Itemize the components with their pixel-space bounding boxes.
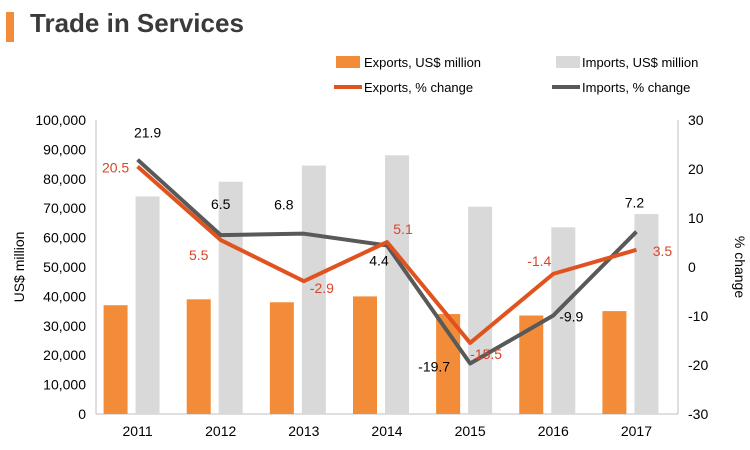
- x-tick-label: 2015: [455, 423, 486, 439]
- imports-change-label: -9.9: [559, 309, 583, 325]
- y2-tick-label: 30: [688, 112, 704, 128]
- y-tick-label: 70,000: [43, 200, 86, 216]
- imports-bar: [218, 181, 243, 414]
- exports-bar: [353, 296, 377, 414]
- imports-change-label: 4.4: [369, 252, 389, 268]
- exports-change-label: 20.5: [102, 160, 129, 176]
- page-title: Trade in Services: [30, 8, 244, 38]
- exports-change-line: [136, 165, 637, 345]
- y-tick-label: 40,000: [43, 288, 86, 304]
- legend-imports-line-label: Imports, % change: [582, 80, 690, 95]
- imports-change-label: 21.9: [134, 125, 161, 141]
- y-tick-label: 20,000: [43, 347, 86, 363]
- imports-bar: [385, 155, 409, 414]
- y2-tick-label: 20: [688, 161, 704, 177]
- y2-tick-label: -30: [688, 406, 708, 422]
- y-tick-label: 90,000: [43, 141, 86, 157]
- y-tick-label: 50,000: [43, 259, 86, 275]
- exports-bar: [269, 302, 294, 414]
- x-tick-label: 2012: [205, 423, 236, 439]
- exports-change-label: 5.1: [393, 221, 413, 237]
- x-tick-label: 2016: [538, 423, 569, 439]
- y-tick-label: 30,000: [43, 318, 86, 334]
- x-tick-label: 2014: [371, 423, 402, 439]
- y2-tick-label: -10: [688, 308, 708, 324]
- imports-change-label: 6.8: [274, 197, 294, 213]
- exports-change-label: -1.4: [527, 253, 551, 269]
- x-tick-label: 2017: [621, 423, 652, 439]
- exports-change-label: 5.5: [189, 247, 209, 263]
- x-tick-label: 2011: [123, 423, 153, 439]
- imports-change-label: -19.7: [418, 359, 450, 375]
- y2-tick-label: 10: [688, 210, 704, 226]
- legend-imports-bar-swatch: [556, 56, 580, 68]
- y-tick-label: 0: [78, 406, 86, 422]
- imports-change-line: [136, 158, 638, 366]
- imports-bar: [135, 196, 160, 414]
- imports-bar: [468, 206, 493, 414]
- exports-bar: [186, 299, 211, 414]
- imports-change-label: 6.5: [211, 196, 231, 212]
- y2-axis-title: % change: [732, 236, 748, 298]
- exports-change-label: -2.9: [310, 280, 334, 296]
- y-tick-label: 60,000: [43, 230, 86, 246]
- exports-bar: [602, 311, 627, 414]
- imports-bar: [551, 227, 576, 414]
- legend-exports-line-label: Exports, % change: [364, 80, 473, 95]
- imports-bar: [634, 214, 659, 414]
- legend-imports-bar-label: Imports, US$ million: [582, 55, 698, 70]
- legend-exports-bar-label: Exports, US$ million: [364, 55, 481, 70]
- title-accent-bar: [6, 12, 14, 42]
- y2-tick-label: 0: [688, 259, 696, 275]
- exports-change-label: 3.5: [653, 243, 673, 259]
- exports-change-label: -15.5: [470, 346, 502, 362]
- exports-bar: [103, 305, 128, 414]
- y-axis-title: US$ million: [11, 232, 27, 303]
- y2-tick-label: -20: [688, 357, 708, 373]
- legend-exports-bar-swatch: [336, 56, 360, 68]
- imports-change-label: 7.2: [625, 195, 645, 211]
- y-tick-label: 80,000: [43, 171, 86, 187]
- y-tick-label: 100,000: [35, 112, 86, 128]
- y-tick-label: 10,000: [43, 377, 86, 393]
- imports-bar: [301, 165, 326, 414]
- x-tick-label: 2013: [288, 423, 319, 439]
